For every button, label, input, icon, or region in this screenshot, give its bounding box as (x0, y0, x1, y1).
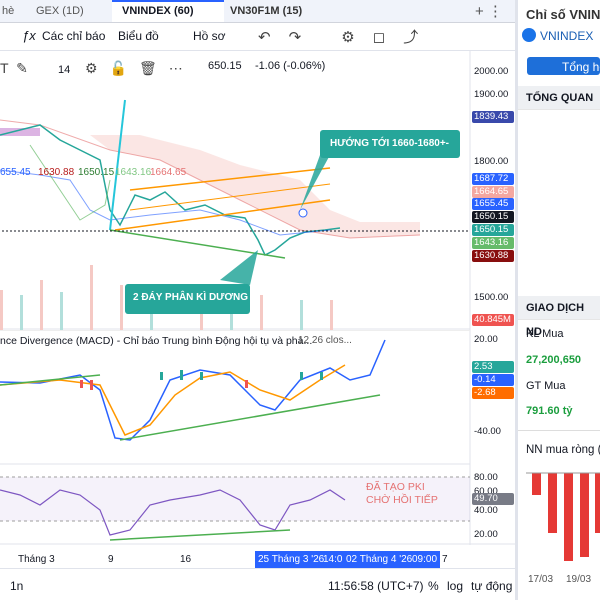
log-toggle[interactable]: log (447, 579, 464, 593)
price-label: 40.00 (474, 505, 498, 516)
price-label: 1687.72 (472, 173, 514, 185)
macd-title: nce Divergence (MACD) - Chỉ báo Trung bì… (0, 335, 313, 347)
price-label: 1655.45 (472, 198, 514, 210)
fx-icon[interactable]: ƒx (22, 28, 36, 43)
overlay-label: 655.45 (0, 167, 31, 178)
active-tab[interactable] (112, 0, 224, 22)
overlay-label: 1630.88 (38, 167, 75, 178)
draw-tools[interactable]: T ✎ (0, 60, 28, 76)
price-label: 1630.88 (472, 250, 514, 262)
time-cursor-label: 25 Tháng 3 '26 (258, 554, 325, 565)
annotation: ĐÃ TẠO PKI (366, 481, 425, 493)
time-label: 16 (180, 554, 192, 565)
price-label: 20.00 (474, 334, 498, 345)
price-label: -2.68 (472, 387, 514, 399)
price-label: 2000.00 (474, 66, 509, 77)
date-label: 19/03 (566, 574, 592, 585)
price-label: 2.53 (472, 361, 514, 373)
price-value: 650.15 (208, 60, 242, 72)
macd-params: 12 26 clos... (298, 335, 352, 346)
price-label: 49.70 (472, 493, 514, 505)
toolbar-icons[interactable]: ↶↷ ⚙◻⤴ (258, 29, 437, 46)
net-title: NN mua ròng ( (526, 444, 600, 456)
net-chart (526, 472, 600, 561)
time-label: 9 (108, 554, 114, 565)
chart-type-button[interactable]: Biểu đồ (118, 29, 159, 43)
overlay-label: 1664.65 (150, 167, 187, 178)
line-width[interactable]: 14 (58, 64, 71, 76)
logo (522, 28, 536, 42)
panel-title: Chỉ số VNIND (526, 7, 600, 22)
price-label: 1664.65 (472, 186, 514, 198)
interval[interactable]: 1n (10, 579, 24, 593)
panel-symbol: VNINDEX (540, 29, 594, 43)
time-cursor-label: 09:00 (412, 554, 438, 565)
divider (518, 430, 600, 431)
price-label: 60.00 (474, 486, 498, 497)
section-header: TỔNG QUAN (518, 86, 600, 110)
price-label: 1643.16 (472, 237, 514, 249)
annotation: CHỜ HỒI TIẾP (366, 494, 438, 506)
gt-value: 791.60 tỷ (526, 405, 573, 417)
summary-label[interactable]: Tổng hợ (562, 60, 600, 74)
time-cursor-label: 14:0 (323, 554, 343, 565)
toolbar (0, 22, 515, 51)
draw-icons[interactable]: ⚙🔓🗑⋯ (85, 60, 195, 76)
price-label: -0.14 (472, 374, 514, 386)
annotation: HƯỚNG TỚI 1660-1680+- (330, 138, 450, 149)
price-label: 80.00 (474, 472, 498, 483)
auto-toggle[interactable]: tự động (471, 579, 513, 593)
overlay-label: 1643.16 (115, 167, 152, 178)
annotation: 2 ĐÁY PHÂN KÌ DƯƠNG (133, 292, 248, 303)
price-label: 1839.43 (472, 111, 514, 123)
chart-area (0, 50, 515, 568)
tab[interactable]: GEX (1D) (36, 5, 84, 17)
price-label: 1650.15 (472, 211, 514, 223)
indicators-button[interactable]: Các chỉ báo (42, 29, 106, 43)
gt-label: GT Mua (526, 380, 566, 392)
kl-value: 27,200,650 (526, 354, 582, 366)
price-label: 1650.15 (472, 224, 514, 236)
price-change: -1.06 (-0.06%) (255, 60, 326, 72)
price-label: 1500.00 (474, 292, 509, 303)
summary-button[interactable] (527, 57, 600, 75)
date-label: 17/03 (528, 574, 554, 585)
time-cursor-label: 02 Tháng 4 '26 (346, 554, 413, 565)
profile-button[interactable]: Hồ sơ (193, 29, 226, 43)
kl-label: KL Mua (526, 328, 564, 340)
price-label: 20.00 (474, 529, 498, 540)
price-label: -40.00 (474, 426, 501, 437)
overlay-label: 1650.15 (78, 167, 115, 178)
percent-toggle[interactable]: % (428, 579, 439, 593)
price-label: 40.845M (472, 314, 514, 326)
tab[interactable]: VNINDEX (60) (122, 5, 194, 17)
clock: 11:56:58 (UTC+7) (328, 579, 424, 593)
price-label: 1800.00 (474, 156, 509, 167)
add-tab[interactable]: + ⋮ (475, 3, 503, 20)
bottom-bar (0, 568, 515, 600)
tab[interactable]: hè (2, 5, 15, 17)
price-label: 1900.00 (474, 89, 509, 100)
time-label: Tháng 3 (18, 554, 55, 565)
time-label: 7 (442, 554, 448, 565)
tab[interactable]: VN30F1M (15) (230, 5, 303, 17)
section-header: GIAO DỊCH ND (518, 296, 600, 338)
